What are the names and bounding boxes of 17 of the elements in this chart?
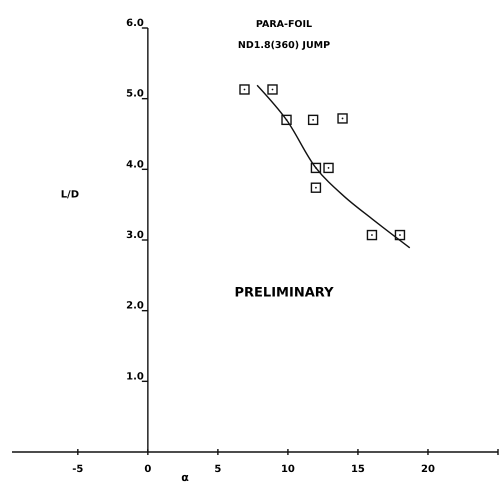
x-tick-label: 0 xyxy=(144,464,152,475)
y-tick-label: 6.0 xyxy=(126,18,144,29)
x-tick-label: 20 xyxy=(421,464,435,475)
y-tick-label: 1.0 xyxy=(126,371,144,382)
y-axis-title: L/D xyxy=(60,190,80,201)
x-tick-label: 5 xyxy=(214,464,222,475)
y-tick-label: 4.0 xyxy=(126,159,144,170)
x-tick-label: 10 xyxy=(280,464,295,475)
y-tick-label: 3.0 xyxy=(126,230,144,241)
y-tick-label: 2.0 xyxy=(126,300,144,312)
chart-title: PARA-FOIL xyxy=(256,19,312,30)
text: ND1.8(360) JUMP xyxy=(238,40,330,51)
x-tick-label: -5 xyxy=(72,464,84,475)
x-tick-label: 15 xyxy=(350,464,365,475)
x-axis-title: α xyxy=(181,471,190,484)
annotation: PRELIMINARY xyxy=(234,286,334,301)
y-tick-label: 5.0 xyxy=(126,88,144,100)
